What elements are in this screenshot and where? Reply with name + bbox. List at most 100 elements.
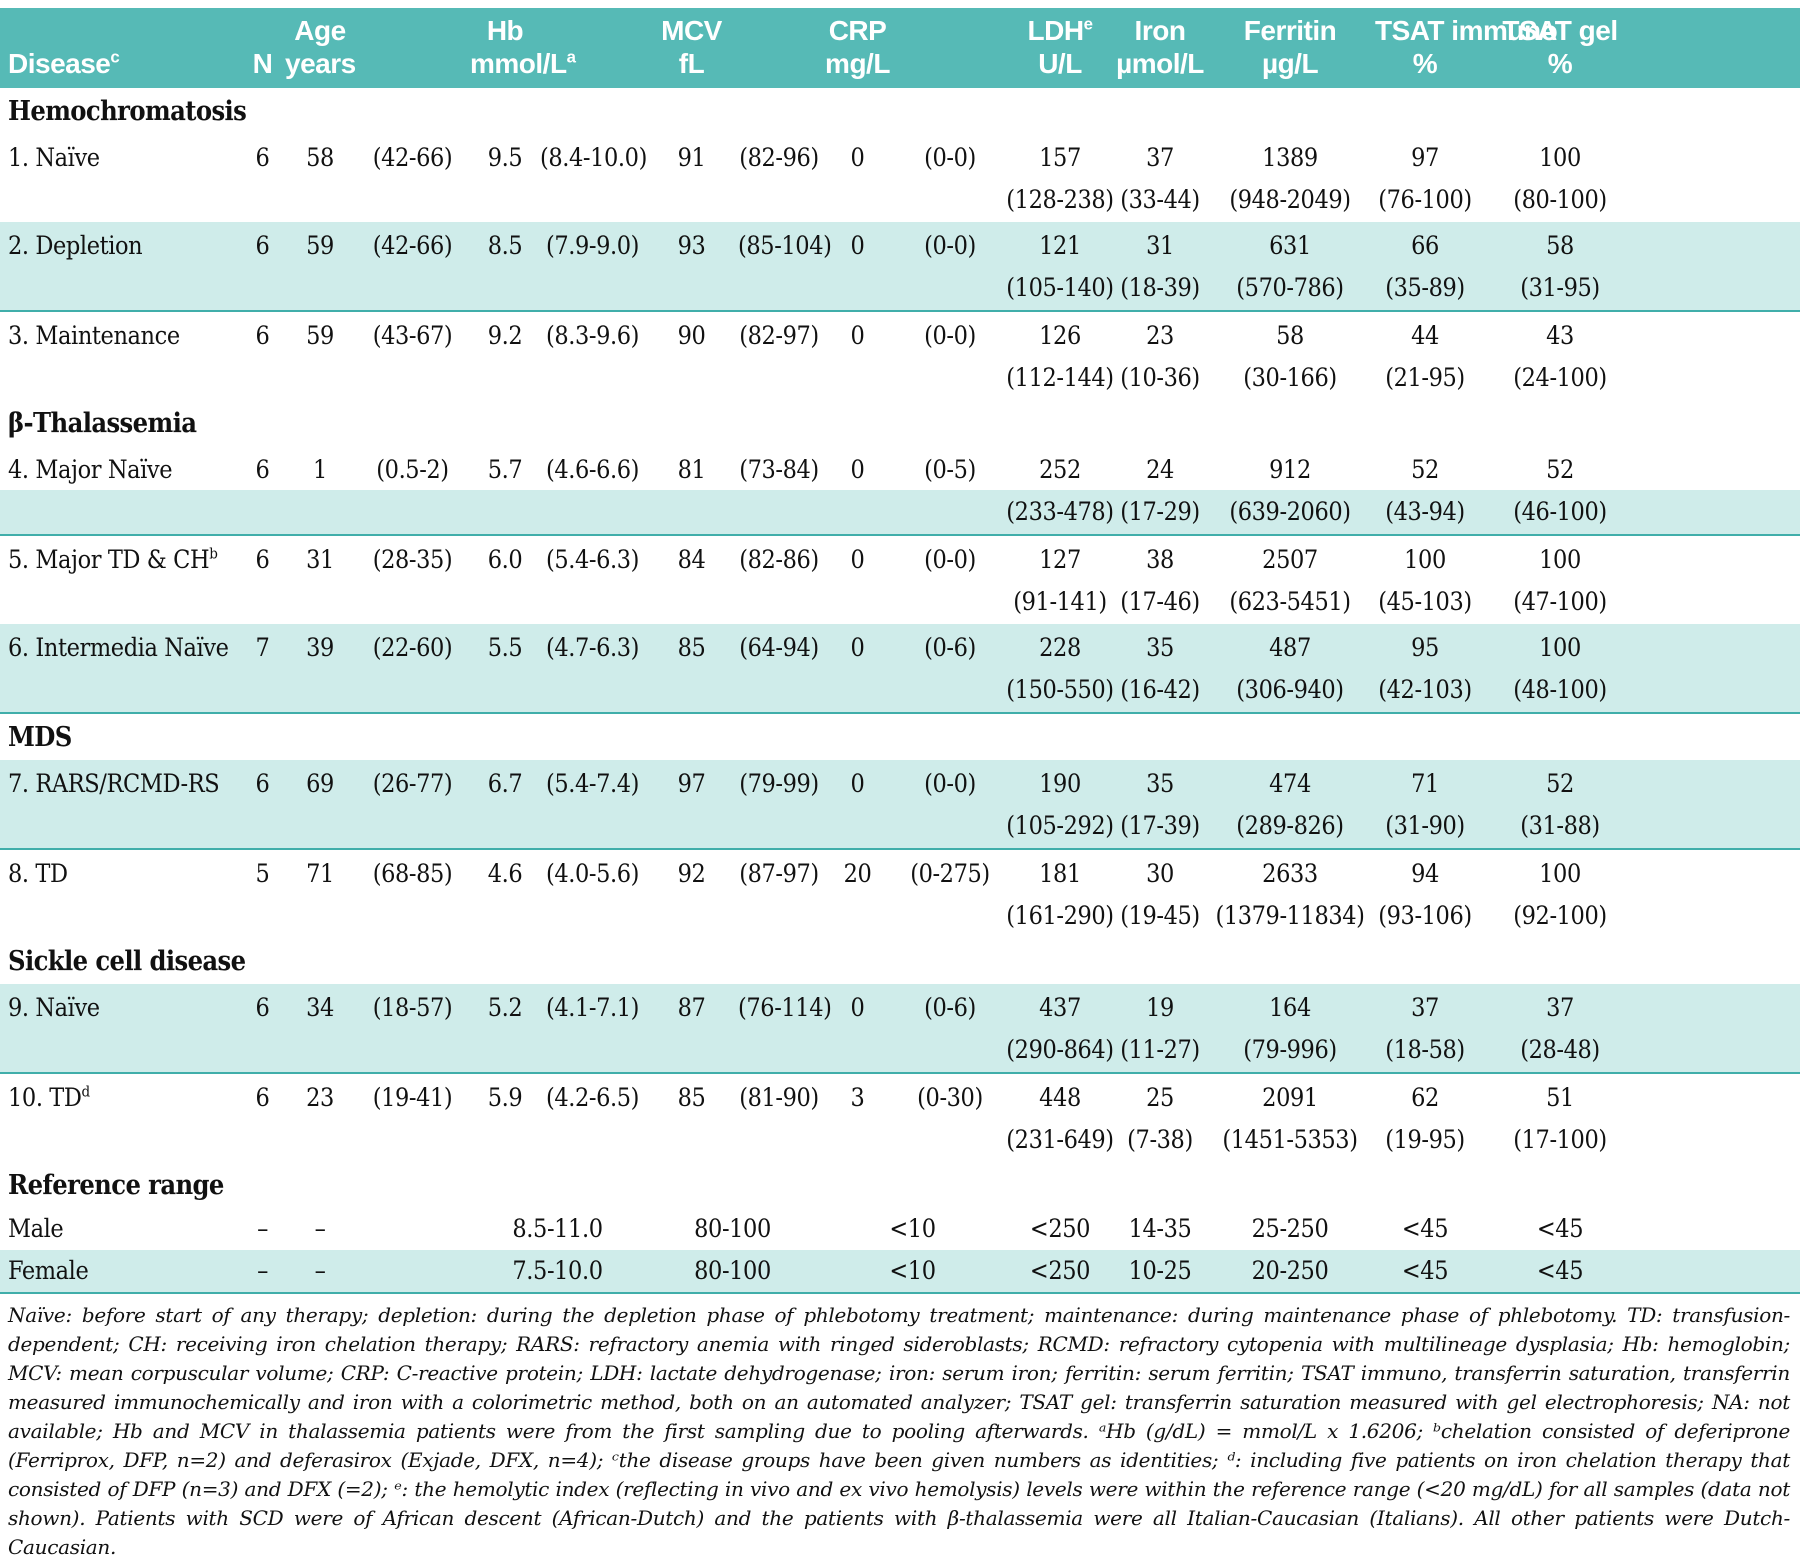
cell-hb: 8.5 xyxy=(470,222,540,312)
cell-mcv: 85 xyxy=(645,624,738,714)
cell-tsat-gel: <45 xyxy=(1536,1214,1584,1243)
cell-mcv: 80-100 xyxy=(694,1214,771,1243)
cell-hb: 9.5 xyxy=(487,143,523,172)
cell-tsat-immuno: 37 (18-58) xyxy=(1375,984,1475,1074)
col-header-disease: Diseasec xyxy=(0,8,240,88)
cell-n: 6 xyxy=(255,1083,270,1112)
cell-crp-range: (0-0) xyxy=(895,222,1005,312)
cell-age-range: (42-66) xyxy=(355,222,470,312)
col-header-age: Age years xyxy=(285,8,356,88)
cell-n: 6 xyxy=(255,143,270,172)
cell-ferritin: 474 (289-826) xyxy=(1205,760,1375,850)
cell-crp: 0 xyxy=(850,545,865,574)
cell-ldh: 126 (112-144) xyxy=(1006,321,1114,392)
table-row: 1. Naïve 6 58 (42-66) 9.5 (8.4-10.0) 91 (82-96)… xyxy=(0,134,1800,222)
cell-hb: 6.0 xyxy=(487,545,523,574)
cell-tsat-immuno: 44 (21-95) xyxy=(1385,321,1465,392)
cell-ferritin: 164 (79-996) xyxy=(1205,984,1375,1074)
cell-filler xyxy=(1645,984,1800,1074)
section-header-row: Sickle cell disease xyxy=(0,938,1800,984)
cell-crp: 0 xyxy=(820,624,895,714)
table-row: 8. TD 5 71 (68-85) 4.6 (4.0-5.6) 92 (87-97) 20 (0… xyxy=(0,849,1800,938)
col-header-mcv: MCV fL xyxy=(645,8,738,88)
cell-mcv: 91 xyxy=(677,143,706,172)
cell-ldh: 181 (161-290) xyxy=(1006,859,1114,930)
cell-hb-range: (5.4-6.3) xyxy=(545,545,640,574)
col-header-ldh: LDHe U/L xyxy=(1005,8,1115,88)
cell-n: – xyxy=(257,1214,268,1243)
cell-n: 7 xyxy=(240,624,285,714)
cell-age-range xyxy=(355,1208,470,1250)
row-label: 10. TDd xyxy=(8,1082,90,1112)
cell-filler xyxy=(1645,222,1800,312)
table-row: 10. TDd 6 23 (19-41) 5.9 (4.2-6.5) 85 (81-90) 3 (… xyxy=(0,1073,1800,1162)
cell-mcv-range: (81-90) xyxy=(739,1083,819,1112)
row-label: 8. TD xyxy=(8,859,68,888)
table-row: 7. RARS/RCMD-RS 6 69 (26-77) 6.7 (5.4-7.4) 97(… xyxy=(0,760,1800,850)
cell-hb: 5.7 xyxy=(470,446,540,536)
cell-age-range xyxy=(355,1250,470,1294)
cell-tsat-immuno: 52 (43-94) xyxy=(1375,446,1475,536)
cell-age-range: (22-60) xyxy=(355,624,470,714)
col-header-spacer xyxy=(738,8,820,88)
cell-iron: 35 (17-39) xyxy=(1115,760,1205,850)
cell-tsat-gel: 43 (24-100) xyxy=(1513,321,1607,392)
cell-hb: 4.6 xyxy=(487,859,523,888)
table-body: Hemochromatosis 1. Naïve 6 58 (42-66) 9.5 (8.4… xyxy=(0,88,1800,1294)
cell-tsat-gel: 100 (48-100) xyxy=(1475,624,1645,714)
cell-hb: 8.5-11.0 xyxy=(512,1214,603,1243)
cell-tsat-gel: 37 (28-48) xyxy=(1475,984,1645,1074)
data-table: Diseasec N Age years Hb mmol/La MCV fL xyxy=(0,8,1800,1294)
cell-iron: 30 (19-45) xyxy=(1120,859,1200,930)
cell-age-range: (28-35) xyxy=(372,545,453,574)
cell-hb-range: (4.6-6.6) xyxy=(540,446,645,536)
cell-age: 1 xyxy=(285,446,355,536)
cell-age: 23 xyxy=(306,1083,334,1112)
cell-n: – xyxy=(240,1250,285,1294)
cell-n: 6 xyxy=(240,446,285,536)
col-header-ferritin: Ferritin µg/L xyxy=(1205,8,1375,88)
cell-ferritin: 2091 (1451-5353) xyxy=(1222,1083,1358,1154)
cell-hb: 5.9 xyxy=(487,1083,523,1112)
cell-crp: 0 xyxy=(820,760,895,850)
cell-filler xyxy=(1645,311,1800,400)
cell-mcv-range: (64-94) xyxy=(738,624,820,714)
cell-ferritin: 25-250 xyxy=(1251,1214,1329,1243)
cell-ferritin: 20-250 xyxy=(1205,1250,1375,1294)
col-header-crp: CRP mg/L xyxy=(820,8,895,88)
cell-tsat-gel: 100 (47-100) xyxy=(1513,545,1607,616)
table-row: 4. Major Naïve 6 1 (0.5-2) 5.7 (4.6-6.6) 81 (73… xyxy=(0,446,1800,536)
section-header-row: Reference range xyxy=(0,1162,1800,1208)
section-title: Reference range xyxy=(8,1169,224,1201)
cell-ldh: <250 xyxy=(1029,1214,1091,1243)
cell-ldh: <250 xyxy=(1005,1250,1115,1294)
cell-mcv-range: (82-86) xyxy=(739,545,819,574)
cell-filler xyxy=(1645,134,1800,222)
cell-tsat-immuno: <45 xyxy=(1375,1250,1475,1294)
cell-hb: 5.2 xyxy=(470,984,540,1074)
cell-iron: 10-25 xyxy=(1115,1250,1205,1294)
cell-n: 6 xyxy=(255,545,270,574)
cell-tsat-immuno: 62 (19-95) xyxy=(1385,1083,1465,1154)
cell-iron: 31 (18-39) xyxy=(1115,222,1205,312)
cell-filler xyxy=(1645,446,1800,536)
cell-hb-range: (4.1-7.1) xyxy=(540,984,645,1074)
cell-mcv-range: (73-84) xyxy=(738,446,820,536)
section-title: β-Thalassemia xyxy=(8,407,197,439)
cell-tsat-gel: 100 (80-100) xyxy=(1513,143,1607,214)
row-label: 6. Intermedia Naïve xyxy=(0,624,240,714)
cell-ferritin: 631 (570-786) xyxy=(1205,222,1375,312)
cell-ldh: 190 (105-292) xyxy=(1005,760,1115,850)
cell-mcv-range: (85-104) xyxy=(738,222,832,312)
cell-n: 6 xyxy=(240,222,285,312)
cell-n: 6 xyxy=(240,760,285,850)
col-header-hb: Hb mmol/La xyxy=(470,8,576,88)
cell-age-range: (0.5-2) xyxy=(355,446,470,536)
cell-age: – xyxy=(285,1250,355,1294)
cell-mcv: 93 xyxy=(645,222,738,312)
cell-tsat-gel: 58 (31-95) xyxy=(1475,222,1645,312)
cell-tsat-gel: 52 (31-88) xyxy=(1475,760,1645,850)
row-label: 1. Naïve xyxy=(8,143,100,172)
cell-hb-range: (7.9-9.0) xyxy=(540,222,645,312)
cell-crp: 20 xyxy=(843,859,872,888)
